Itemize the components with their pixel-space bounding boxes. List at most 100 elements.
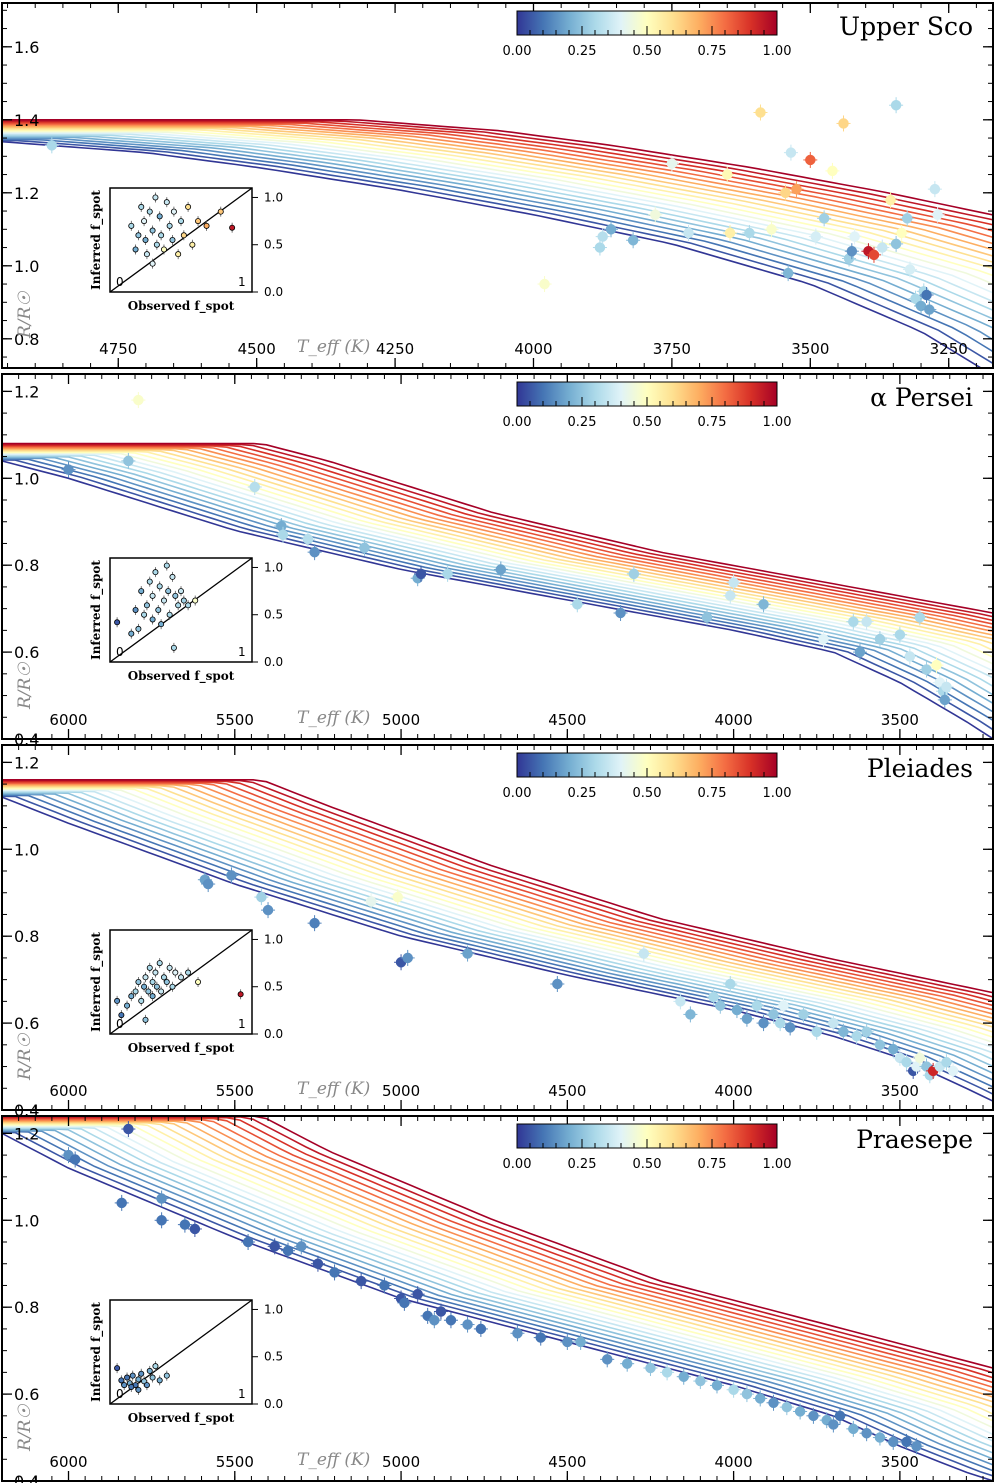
data-point xyxy=(683,227,694,239)
data-point xyxy=(725,978,736,990)
data-point xyxy=(874,1432,886,1443)
x-tick-label: 5500 xyxy=(216,1082,254,1100)
data-point xyxy=(678,1371,689,1382)
data-point xyxy=(781,1401,793,1413)
x-tick-label: 4500 xyxy=(548,1453,586,1471)
model-curve xyxy=(2,450,993,652)
colorbar-tick-label: 0.00 xyxy=(503,786,532,801)
x-tick-label: 4250 xyxy=(376,340,414,358)
data-point xyxy=(537,370,547,380)
data-point xyxy=(638,948,650,959)
inset-xlabel: Observed f_spot xyxy=(128,1411,235,1426)
inset-point xyxy=(175,602,182,609)
x-tick-label: 4500 xyxy=(548,1082,586,1100)
y-tick-label: 0.8 xyxy=(14,927,39,946)
x-tick-label: 3250 xyxy=(930,340,968,358)
colorbar-tick-label: 0.50 xyxy=(633,786,662,801)
inset-point xyxy=(177,974,184,981)
inset-tick-label: 0.0 xyxy=(264,285,283,299)
data-point xyxy=(256,891,267,903)
inset-point xyxy=(138,588,145,595)
data-point xyxy=(475,1323,487,1335)
data-point xyxy=(811,1026,822,1038)
model-curve xyxy=(2,442,993,614)
y-tick-label: 1.2 xyxy=(14,382,39,401)
data-point xyxy=(562,1336,573,1348)
inset-point xyxy=(152,569,159,576)
model-curve xyxy=(2,448,993,640)
data-point xyxy=(594,242,606,253)
data-point xyxy=(791,183,802,195)
inset-point xyxy=(185,969,192,976)
inset-point xyxy=(152,1363,159,1370)
data-point xyxy=(302,533,314,545)
model-curve xyxy=(2,121,993,226)
inset-point xyxy=(163,979,170,986)
inset-x-label-min: 0 xyxy=(116,1387,124,1401)
x-tick-label: 5000 xyxy=(382,711,420,729)
data-point xyxy=(312,1258,324,1269)
y-tick-label: 0.8 xyxy=(14,330,39,349)
inset-point xyxy=(163,562,170,569)
data-point xyxy=(861,1026,872,1038)
x-axis-label: T_eff (K) xyxy=(297,1079,370,1099)
inset-point xyxy=(156,213,163,220)
data-point xyxy=(605,224,617,235)
model-curve xyxy=(2,120,993,221)
model-curve xyxy=(2,447,993,633)
model-curve xyxy=(2,129,993,277)
model-curve xyxy=(2,780,993,1003)
x-tick-label: 5000 xyxy=(382,1082,420,1100)
data-point xyxy=(910,293,921,304)
data-point xyxy=(851,1030,862,1042)
model-curve xyxy=(2,133,993,303)
data-point xyxy=(615,607,626,619)
x-tick-label: 4000 xyxy=(514,340,552,358)
inset-point xyxy=(177,588,184,595)
data-point xyxy=(63,464,74,475)
data-point xyxy=(768,1009,779,1020)
model-curve xyxy=(2,1120,993,1398)
data-point xyxy=(309,917,320,929)
y-tick-label: 1.0 xyxy=(14,840,39,859)
y-tick-label: 1.2 xyxy=(14,1124,39,1143)
model-curve xyxy=(2,140,983,368)
y-tick-label: 1.6 xyxy=(14,38,39,57)
inset-tick-label: 1.0 xyxy=(264,932,283,946)
data-point xyxy=(552,978,563,990)
colorbar-tick-label: 1.00 xyxy=(763,415,792,430)
data-point xyxy=(412,1288,423,1300)
data-point xyxy=(885,194,896,206)
data-point xyxy=(675,996,686,1007)
model-curve xyxy=(2,1131,993,1477)
inset-point xyxy=(138,1370,145,1377)
model-curve xyxy=(2,449,993,645)
model-curve xyxy=(2,119,993,216)
inset-tick-label: 0.0 xyxy=(264,1027,283,1041)
inset-tick-label: 0.0 xyxy=(264,1397,283,1411)
model-curve xyxy=(2,783,993,1015)
data-point xyxy=(277,529,289,541)
inset-point xyxy=(149,616,156,623)
colorbar-tick-label: 0.00 xyxy=(503,415,532,430)
x-tick-label: 6000 xyxy=(49,1082,87,1100)
x-tick-label: 3750 xyxy=(653,340,691,358)
data-point xyxy=(932,209,943,220)
inset-point xyxy=(203,222,210,229)
x-tick-label: 4000 xyxy=(715,1453,753,1471)
data-point xyxy=(725,590,736,601)
data-point xyxy=(785,147,797,158)
data-point xyxy=(329,1267,340,1278)
panel-frame xyxy=(1,373,994,740)
y-tick-label: 1.2 xyxy=(14,753,39,772)
inset-point xyxy=(143,1382,150,1389)
data-point xyxy=(296,1241,307,1252)
data-point xyxy=(901,1436,912,1448)
data-point xyxy=(904,264,916,275)
model-curve xyxy=(2,128,993,270)
model-curve xyxy=(2,1116,993,1369)
inset-point xyxy=(138,203,145,210)
colorbar-tick-label: 0.50 xyxy=(633,1157,662,1172)
x-tick-label: 4500 xyxy=(548,711,586,729)
